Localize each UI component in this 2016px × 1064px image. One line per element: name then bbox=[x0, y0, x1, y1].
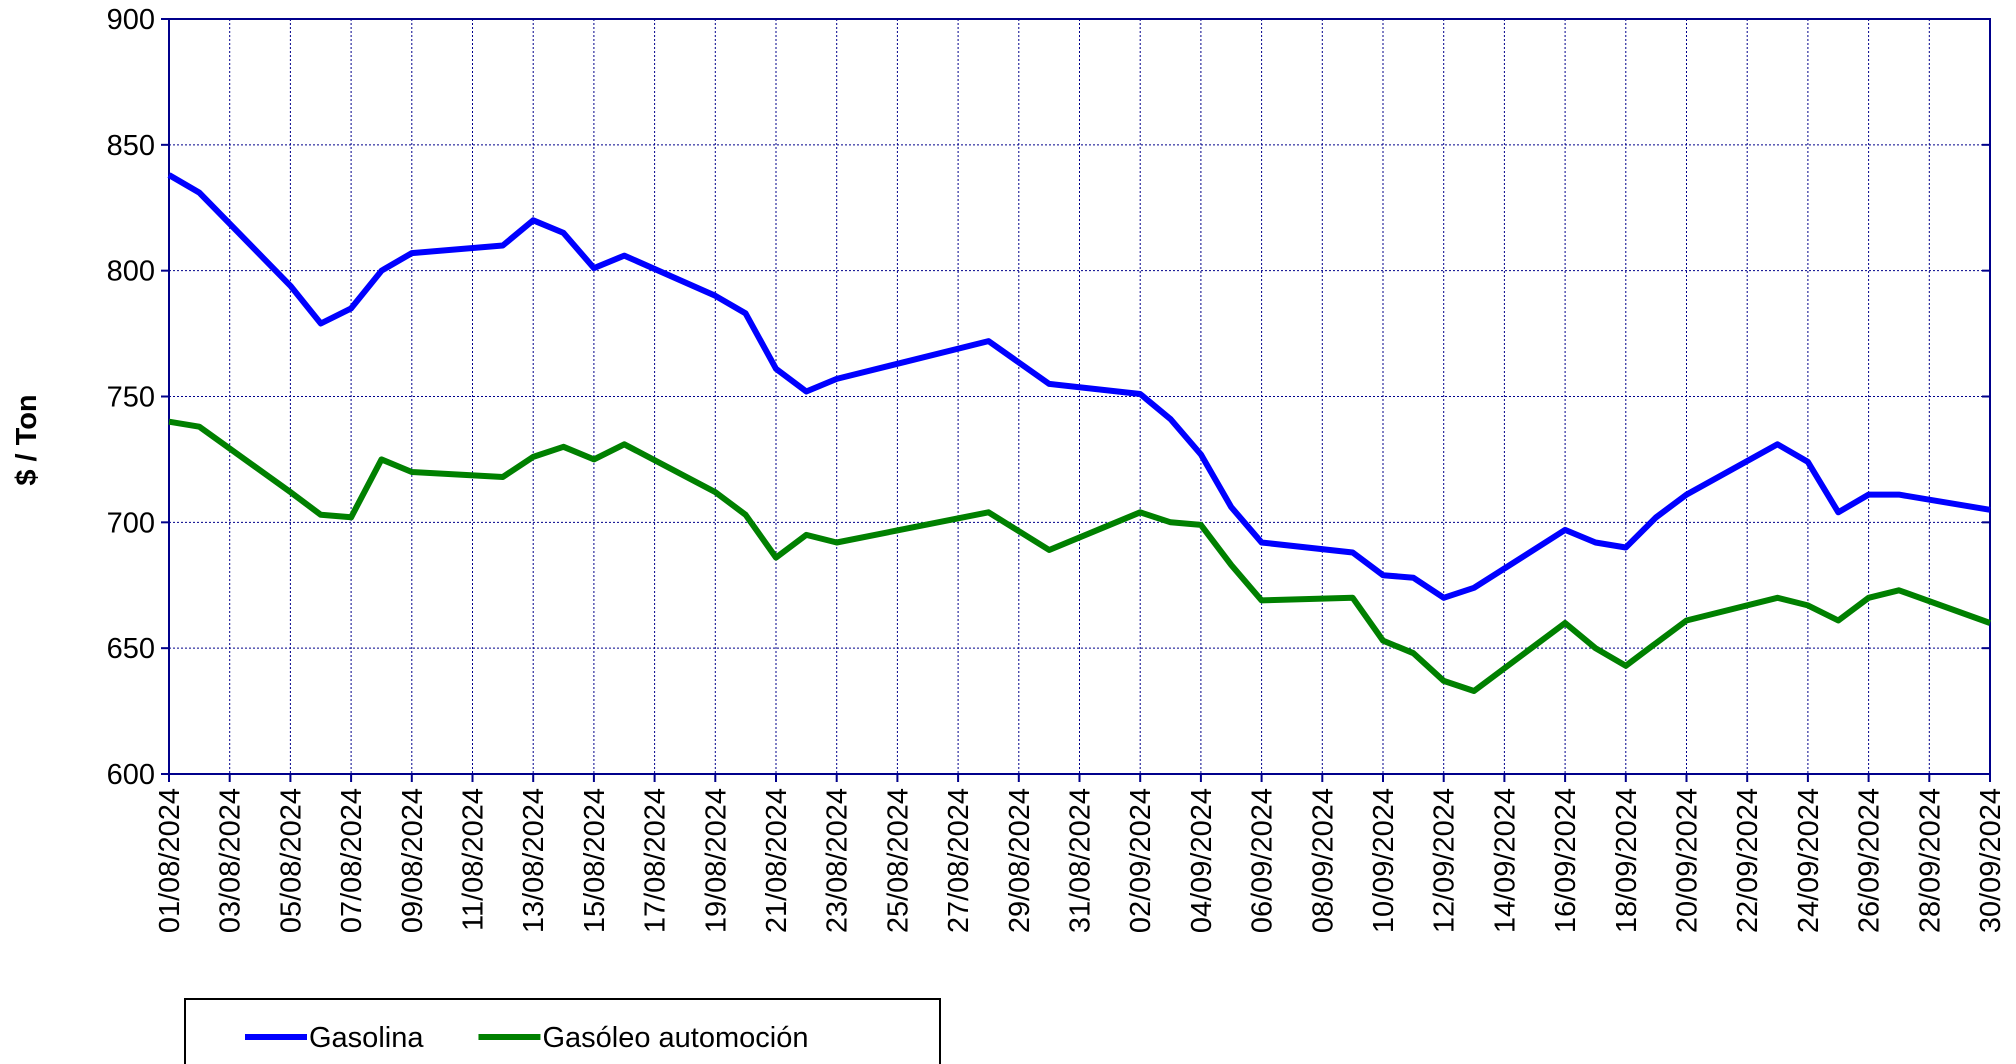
x-tick-label: 29/08/2024 bbox=[1004, 788, 1036, 933]
plot-frame bbox=[168, 18, 1991, 775]
legend-label: Gasóleo automoción bbox=[542, 1022, 808, 1054]
x-tick-label: 24/09/2024 bbox=[1793, 788, 1825, 933]
x-tick-label: 10/09/2024 bbox=[1368, 788, 1400, 933]
x-tick-label: 31/08/2024 bbox=[1065, 788, 1097, 933]
y-tick-label: 850 bbox=[107, 130, 155, 162]
legend-label: Gasolina bbox=[309, 1022, 424, 1054]
x-tick-label: 02/09/2024 bbox=[1125, 788, 1157, 933]
y-axis-label: $ / Ton bbox=[11, 394, 43, 485]
x-tick-label: 11/08/2024 bbox=[458, 788, 490, 931]
x-tick-label: 15/08/2024 bbox=[579, 788, 611, 933]
x-tick-label: 06/09/2024 bbox=[1247, 788, 1279, 933]
x-tick-label: 12/09/2024 bbox=[1429, 788, 1461, 933]
x-tick-label: 19/08/2024 bbox=[700, 788, 732, 933]
x-tick-label: 23/08/2024 bbox=[822, 788, 854, 933]
x-tick-label: 13/08/2024 bbox=[518, 788, 550, 933]
x-tick-label: 08/09/2024 bbox=[1307, 788, 1339, 933]
y-tick-label: 900 bbox=[107, 4, 155, 36]
legend: Gasolina Gasóleo automoción bbox=[184, 998, 941, 1064]
x-tick-label: 16/09/2024 bbox=[1550, 788, 1582, 933]
x-tick-label: 01/08/2024 bbox=[154, 788, 186, 933]
x-tick-label: 26/09/2024 bbox=[1854, 788, 1886, 933]
series-line bbox=[168, 418, 1992, 694]
x-tick-label: 30/09/2024 bbox=[1975, 788, 2007, 933]
x-tick-label: 14/09/2024 bbox=[1489, 788, 1521, 933]
x-tick-label: 28/09/2024 bbox=[1914, 788, 1946, 933]
x-tick-label: 05/08/2024 bbox=[275, 788, 307, 933]
x-tick-label: 25/08/2024 bbox=[882, 788, 914, 933]
x-tick-label: 17/08/2024 bbox=[640, 788, 672, 933]
y-tick-label: 800 bbox=[107, 256, 155, 288]
x-tick-label: 27/08/2024 bbox=[943, 788, 975, 933]
x-tick-label: 03/08/2024 bbox=[215, 788, 247, 933]
series-line bbox=[167, 172, 1991, 601]
x-tick-label: 07/08/2024 bbox=[336, 788, 368, 933]
legend-box bbox=[184, 998, 941, 1064]
x-tick-label: 09/08/2024 bbox=[397, 788, 429, 933]
y-tick-label: 600 bbox=[107, 759, 155, 791]
x-tick-label: 21/08/2024 bbox=[761, 788, 793, 933]
y-tick-label: 750 bbox=[107, 382, 155, 414]
x-tick-label: 04/09/2024 bbox=[1186, 788, 1218, 933]
x-tick-label: 18/09/2024 bbox=[1611, 788, 1643, 933]
y-tick-label: 650 bbox=[107, 633, 155, 665]
x-tick-label: 22/09/2024 bbox=[1732, 788, 1764, 933]
x-tick-label: 20/09/2024 bbox=[1672, 788, 1704, 933]
y-tick-label: 700 bbox=[107, 507, 155, 539]
